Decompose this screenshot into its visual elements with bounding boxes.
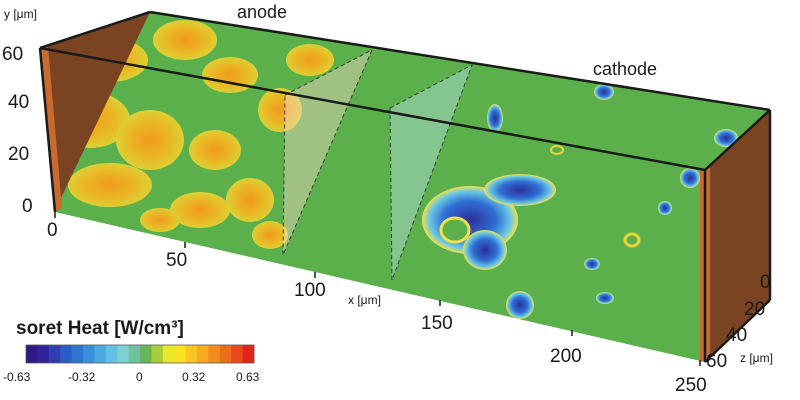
hotspot	[140, 208, 180, 232]
z-tick-label: 20	[744, 299, 765, 320]
right-end-face	[705, 110, 770, 362]
colorbar-swatch	[231, 345, 243, 363]
y-tick-label: 40	[8, 92, 29, 113]
colorbar-swatch	[219, 345, 232, 363]
x-tick-label: 200	[550, 346, 582, 367]
hotspot	[170, 192, 230, 228]
colorbar-tick-label: 0.63	[236, 370, 260, 384]
colorbar-swatch	[60, 345, 72, 363]
colorbar-swatch	[71, 345, 84, 363]
colorbar-swatches	[26, 345, 255, 363]
ring-spot	[550, 145, 564, 155]
coldspot	[714, 129, 738, 147]
coldspot	[596, 292, 614, 304]
y-tick-label: 60	[2, 44, 23, 65]
colorbar-frame	[25, 344, 255, 364]
colorbar-swatch	[105, 345, 118, 363]
colorbar-swatch	[140, 345, 152, 363]
coldspot	[506, 291, 534, 319]
y-axis-title: y [μm]	[4, 7, 37, 21]
y-tick-label: 20	[8, 144, 29, 165]
y-tick-label: 0	[22, 196, 33, 217]
colorbar-swatch	[83, 345, 95, 363]
colorbar-swatch	[37, 345, 50, 363]
colorbar-tick-label: -0.63	[3, 370, 31, 384]
colorbar-swatch	[197, 345, 209, 363]
hotspot	[226, 178, 274, 222]
x-tick-label: 250	[675, 375, 707, 396]
colorbar-tick-label: -0.32	[68, 370, 96, 384]
cathode-plane	[389, 63, 473, 281]
coldspot	[484, 174, 556, 206]
z-tick-label: 0	[760, 272, 771, 293]
coldspot	[594, 84, 614, 100]
colorbar-title: soret Heat [W/cm³]	[16, 318, 184, 339]
coldspot	[487, 104, 503, 132]
z-tick-label: 60	[706, 351, 727, 372]
hotspot	[202, 57, 258, 93]
left-end-edge	[40, 46, 62, 212]
coldspot	[680, 168, 700, 188]
colorbar-swatch	[242, 345, 255, 363]
colorbar-swatch	[174, 345, 186, 363]
colorbar-swatch	[48, 345, 61, 363]
colorbar-swatch	[162, 345, 175, 363]
hotspot	[252, 221, 288, 249]
anode-plane	[282, 48, 374, 256]
box-edges	[38, 10, 772, 363]
x-tick-label: 100	[294, 280, 326, 301]
ring-spot	[439, 216, 471, 244]
cathode-label: cathode	[593, 59, 657, 79]
coldspot	[658, 201, 672, 215]
colorbar-swatch	[26, 345, 38, 363]
x-tick-label: 150	[421, 313, 453, 334]
colorbar-swatch	[128, 345, 141, 363]
colorbar-swatch	[208, 345, 221, 363]
hotspot	[286, 44, 334, 76]
x-axis-title: x [μm]	[348, 293, 381, 307]
colorbar-swatch	[185, 345, 198, 363]
hotspot	[116, 110, 184, 170]
hotspot	[153, 20, 217, 60]
coldspot	[463, 230, 507, 270]
cathode-hotspots	[422, 84, 738, 319]
hotspot	[68, 163, 152, 207]
z-tick-label: 40	[726, 325, 747, 346]
z-axis-title: z [μm]	[740, 351, 773, 365]
anode-hotspots	[50, 20, 334, 249]
hotspot	[258, 88, 302, 132]
colorbar-swatch	[117, 345, 129, 363]
x-axis-ticks	[54, 212, 701, 366]
colorbar-swatch	[94, 345, 107, 363]
coldspot	[584, 258, 600, 270]
colorbar-tick-label: 0.32	[182, 370, 206, 384]
colorbar-swatch	[151, 345, 164, 363]
hotspot	[189, 130, 241, 170]
x-tick-label: 0	[47, 220, 58, 241]
colorbar-tick-label: 0	[136, 370, 143, 384]
x-tick-label: 50	[166, 250, 187, 271]
anode-label: anode	[237, 2, 287, 22]
ring-spot	[623, 232, 641, 248]
